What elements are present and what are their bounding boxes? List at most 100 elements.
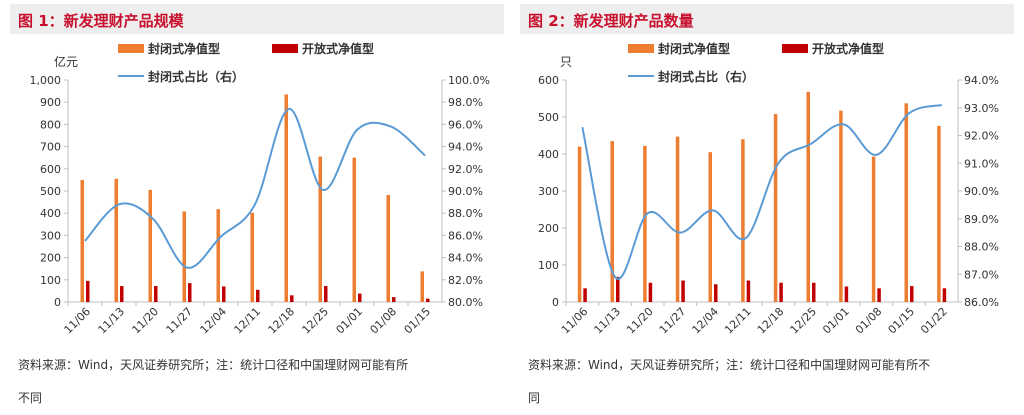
figure-title-bar: 图 2：新发理财产品数量 xyxy=(520,4,1014,34)
legend-swatch-open xyxy=(782,44,808,53)
x-tick-label: 01/01 xyxy=(334,305,366,337)
y2-tick-label: 94.0% xyxy=(448,141,483,154)
bar-closed-net-value xyxy=(80,179,84,302)
figure-title-bar: 图 1：新发理财产品规模 xyxy=(10,4,504,34)
legend-label-line: 封闭式占比（右） xyxy=(658,69,754,84)
bar-open-net-value xyxy=(120,286,124,302)
bar-open-net-value xyxy=(583,288,587,302)
x-tick-label: 11/13 xyxy=(96,305,128,337)
source-note: 资料来源：Wind，天风证券研究所；注：统计口径和中国理财网可能有所不 xyxy=(528,358,931,372)
bar-closed-net-value xyxy=(708,152,712,302)
x-tick-label: 12/11 xyxy=(722,305,754,337)
legend-label-line: 封闭式占比（右） xyxy=(148,69,244,84)
x-tick-label: 11/20 xyxy=(130,305,162,337)
x-tick-label: 12/18 xyxy=(266,305,298,337)
bar-open-net-value xyxy=(358,293,362,302)
y2-tick-label: 90.0% xyxy=(964,185,999,198)
figure-title: 图 1：新发理财产品规模 xyxy=(18,12,184,30)
y-tick-label: 200 xyxy=(538,222,559,235)
x-tick-label: 12/04 xyxy=(690,305,722,337)
source-note-continued: 同 xyxy=(528,391,541,405)
bar-closed-net-value xyxy=(114,178,118,302)
y2-tick-label: 93.0% xyxy=(964,102,999,115)
y2-tick-label: 86.0% xyxy=(448,229,483,242)
y2-tick-label: 92.0% xyxy=(964,130,999,143)
x-tick-label: 11/06 xyxy=(559,305,591,337)
bar-closed-net-value xyxy=(148,189,152,302)
x-tick-label: 11/06 xyxy=(62,305,94,337)
x-tick-label: 11/27 xyxy=(657,305,689,337)
y2-tick-label: 98.0% xyxy=(448,96,483,109)
line-closed-share xyxy=(581,104,942,280)
x-tick-label: 01/01 xyxy=(820,305,852,337)
bar-closed-net-value xyxy=(250,212,254,302)
bar-open-net-value xyxy=(714,284,718,302)
y2-tick-label: 80.0% xyxy=(448,296,483,309)
x-tick-label: 11/13 xyxy=(592,305,624,337)
bar-open-net-value xyxy=(779,282,783,302)
bar-open-net-value xyxy=(812,282,816,302)
bar-closed-net-value xyxy=(386,194,390,302)
bar-open-net-value xyxy=(844,286,849,302)
y-tick-label: 500 xyxy=(538,111,559,124)
y2-tick-label: 89.0% xyxy=(964,213,999,226)
y-tick-label: 400 xyxy=(40,207,61,220)
y-tick-label: 600 xyxy=(40,163,61,176)
bar-closed-net-value xyxy=(871,156,876,302)
y2-tick-label: 100.0% xyxy=(448,74,490,87)
y2-tick-label: 82.0% xyxy=(448,274,483,287)
y-tick-label: 100 xyxy=(538,259,559,272)
bar-open-net-value xyxy=(616,276,620,302)
bar-closed-net-value xyxy=(806,91,810,302)
source-note: 资料来源：Wind，天风证券研究所；注：统计口径和中国理财网可能有所 xyxy=(18,358,409,372)
legend-label-open: 开放式净值型 xyxy=(302,41,374,56)
source-note-continued: 不同 xyxy=(18,391,43,405)
y2-tick-label: 90.0% xyxy=(448,185,483,198)
bar-closed-net-value xyxy=(839,110,843,303)
bar-open-net-value xyxy=(942,288,947,302)
bar-open-net-value xyxy=(910,286,914,302)
bar-closed-net-value xyxy=(182,211,186,302)
bar-closed-net-value xyxy=(610,141,614,302)
bar-open-net-value xyxy=(392,297,396,302)
chart-scale: 0 100 200 300 400 500 600 700 800 900 1,000 80.0% 82… xyxy=(30,41,490,337)
bar-closed-net-value xyxy=(741,139,745,302)
bar-open-net-value xyxy=(746,280,751,302)
y2-tick-label: 84.0% xyxy=(448,252,483,265)
bar-open-net-value xyxy=(877,288,881,302)
y2-tick-label: 91.0% xyxy=(964,157,999,170)
x-tick-label: 12/25 xyxy=(788,305,820,337)
legend-swatch-closed xyxy=(628,44,654,53)
chart-count: 0 100 200 300 400 500 600 86.0% 87.0% 88.0% 89.0% 9… xyxy=(538,41,999,337)
bar-open-net-value xyxy=(426,298,430,302)
line-closed-share xyxy=(84,107,426,269)
x-tick-label: 01/15 xyxy=(402,305,434,337)
y-tick-label: 500 xyxy=(40,185,61,198)
bar-open-net-value xyxy=(290,295,294,302)
y-axis-unit-label: 只 xyxy=(560,55,572,69)
y2-tick-label: 88.0% xyxy=(448,207,483,220)
x-tick-label: 11/20 xyxy=(624,305,656,337)
y-tick-label: 0 xyxy=(552,296,559,309)
x-tick-label: 01/22 xyxy=(918,305,950,337)
legend-label-closed: 封闭式净值型 xyxy=(148,41,220,56)
x-tick-label: 01/15 xyxy=(886,305,918,337)
y-tick-label: 1,000 xyxy=(30,74,62,87)
y-axis-unit-label: 亿元 xyxy=(54,54,78,69)
y-tick-label: 400 xyxy=(538,148,559,161)
figure-title: 图 2：新发理财产品数量 xyxy=(528,12,694,30)
y2-tick-label: 96.0% xyxy=(448,118,483,131)
bar-closed-net-value xyxy=(318,156,322,302)
x-tick-label: 12/11 xyxy=(232,305,264,337)
y-tick-label: 100 xyxy=(40,274,61,287)
figure-2: 图 2：新发理财产品数量 0 100 200 300 400 500 600 86.0% 87.… xyxy=(520,0,1014,415)
x-tick-label: 12/04 xyxy=(198,305,230,337)
y-tick-label: 300 xyxy=(40,229,61,242)
bar-closed-net-value xyxy=(675,136,680,302)
bar-closed-net-value xyxy=(937,125,941,302)
y2-tick-label: 87.0% xyxy=(964,268,999,281)
x-tick-label: 01/08 xyxy=(368,305,400,337)
bar-open-net-value xyxy=(188,283,192,302)
bar-open-net-value xyxy=(681,280,685,302)
bar-closed-net-value xyxy=(904,103,908,302)
